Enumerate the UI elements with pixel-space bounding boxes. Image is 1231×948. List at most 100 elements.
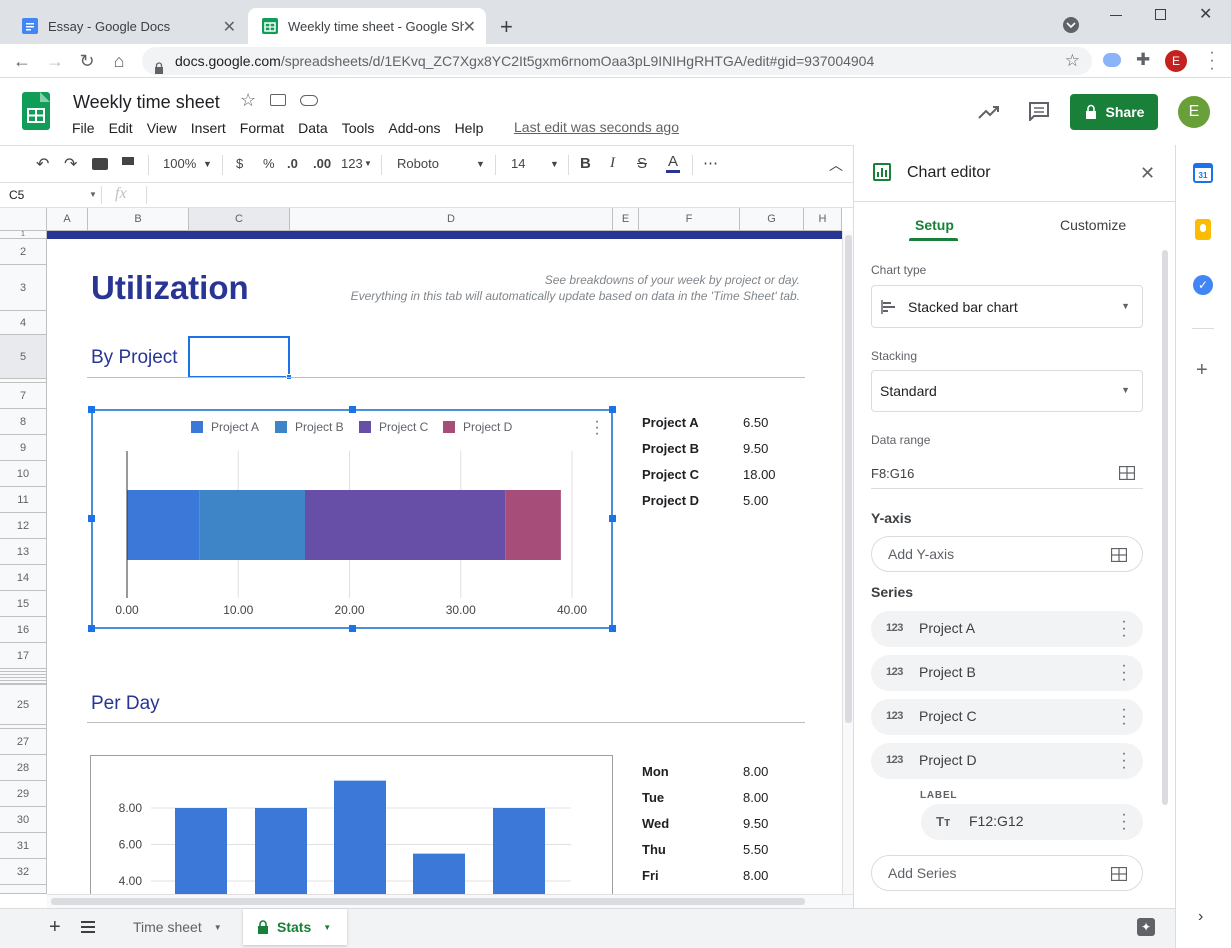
decrease-decimal-button[interactable]: .0 [287,156,298,171]
row-header[interactable]: 13 [0,539,47,565]
row-header[interactable]: 30 [0,807,47,833]
row-header[interactable]: 25 [0,685,47,725]
scroll-thumb[interactable] [51,898,805,905]
column-header-f[interactable]: F [639,208,740,231]
minimize-icon[interactable] [1110,15,1122,16]
new-tab-icon[interactable]: + [500,14,513,39]
tasks-icon[interactable]: ✓ [1193,275,1213,295]
url-input[interactable]: docs.google.com/spreadsheets/d/1EKvq_ZC7… [142,47,1092,75]
row-header[interactable]: 11 [0,487,47,513]
tab-customize[interactable]: Customize [1060,217,1127,233]
sheet-tab-time-sheet[interactable]: Time sheet ▼ [119,909,236,945]
document-title[interactable]: Weekly time sheet [73,92,220,112]
strikethrough-button[interactable]: S [637,155,648,172]
horizontal-scrollbar[interactable] [47,894,853,908]
label-range-item[interactable]: Tт F12:G12 · · · [921,804,1143,840]
resize-handle[interactable] [88,625,95,632]
row-header[interactable]: 8 [0,409,47,435]
row-header[interactable]: 7 [0,383,47,409]
editor-scrollbar[interactable] [1162,250,1168,805]
back-icon[interactable]: ← [13,51,31,71]
row-header[interactable]: 3 [0,265,47,311]
column-header-a[interactable]: A [47,208,88,231]
column-header-b[interactable]: B [88,208,189,231]
data-range-input[interactable]: F8:G16 [871,457,1143,489]
calendar-icon[interactable]: 31 [1193,163,1213,183]
window-close-icon[interactable]: ✕ [1199,6,1213,23]
resize-handle[interactable] [609,515,616,522]
paint-format-icon[interactable] [122,157,134,165]
series-item-project-a[interactable]: 123 Project A · · · [871,611,1143,647]
resize-handle[interactable] [88,406,95,413]
share-button[interactable]: Share [1070,94,1158,130]
row-header[interactable]: 9 [0,435,47,461]
add-series-field[interactable]: Add Series [871,855,1143,891]
chevron-down-icon[interactable]: ▼ [203,159,212,169]
chevron-down-icon[interactable]: ▼ [213,922,222,932]
chevron-down-icon[interactable]: ▼ [550,159,559,169]
resize-handle[interactable] [609,625,616,632]
forward-icon[interactable]: → [46,51,64,71]
all-sheets-icon[interactable] [81,921,95,933]
resize-handle[interactable] [349,406,356,413]
menu-data[interactable]: Data [298,120,328,136]
cloud-status-icon[interactable] [300,95,318,106]
profile-avatar[interactable]: E [1165,50,1187,72]
row-header[interactable]: 2 [0,239,47,265]
tab-search-icon[interactable] [1063,17,1079,33]
series-item-project-b[interactable]: 123 Project B · · · [871,655,1143,691]
grid-select-icon[interactable] [1111,548,1127,562]
star-icon[interactable]: ☆ [240,90,257,110]
resize-handle[interactable] [609,406,616,413]
font-size-select[interactable]: 14 [511,156,526,171]
chevron-down-icon[interactable]: ▼ [323,922,332,932]
more-vert-icon[interactable]: · · · [1121,657,1127,688]
move-folder-icon[interactable] [270,94,286,106]
more-vert-icon[interactable]: · · · [1121,613,1127,644]
currency-format-button[interactable]: $ [236,156,244,171]
chevron-down-icon[interactable]: ▼ [364,159,372,168]
star-icon[interactable]: ☆ [1064,51,1080,70]
row-header[interactable]: 12 [0,513,47,539]
collapse-toolbar-icon[interactable]: ︿ [829,157,843,173]
reload-icon[interactable]: ↻ [79,51,95,71]
chart-type-select[interactable]: Stacked bar chart ▼ [871,285,1143,328]
formula-input[interactable] [150,185,850,205]
row-header[interactable]: 32 [0,859,47,885]
explore-icon[interactable]: ✦ [1137,918,1155,936]
percent-format-button[interactable]: % [263,156,275,171]
puzzle-icon[interactable]: ✚ [1136,50,1151,69]
more-vert-icon[interactable]: · · · [1121,745,1127,776]
close-icon[interactable]: ✕ [222,19,236,36]
scroll-thumb[interactable] [845,235,852,723]
add-yaxis-field[interactable]: Add Y-axis [871,536,1143,572]
series-item-project-d[interactable]: 123 Project D · · · [871,743,1143,779]
resize-handle[interactable] [349,625,356,632]
more-vert-icon[interactable]: · · · [1121,806,1127,837]
print-icon[interactable] [92,158,108,170]
grid-select-icon[interactable] [1111,867,1127,881]
home-icon[interactable]: ⌂ [113,51,125,71]
row-header[interactable]: 29 [0,781,47,807]
keep-icon[interactable] [1195,219,1211,240]
maximize-icon[interactable] [1155,9,1166,20]
menu-file[interactable]: File [72,120,95,136]
browser-tab-sheets[interactable]: Weekly time sheet - Google Shee ✕ [248,8,486,44]
column-header-h[interactable]: H [804,208,842,231]
menu-format[interactable]: Format [239,120,285,136]
row-header[interactable]: 1 [0,231,47,239]
add-sheet-icon[interactable]: + [49,916,61,938]
resize-handle[interactable] [88,515,95,522]
column-header-g[interactable]: G [740,208,804,231]
row-header[interactable]: 27 [0,729,47,755]
column-header-d[interactable]: D [290,208,613,231]
stacked-bar-chart[interactable]: 0.00 10.00 20.00 30.00 40.00 Project A Project… [88,406,616,632]
cloud-extension-icon[interactable] [1103,53,1121,67]
row-header[interactable]: 31 [0,833,47,859]
menu-insert[interactable]: Insert [190,120,226,136]
chevron-down-icon[interactable]: ▼ [476,159,485,169]
menu-addons[interactable]: Add-ons [388,120,441,136]
column-header-e[interactable]: E [613,208,639,231]
chevron-down-icon[interactable]: ▼ [89,190,97,199]
row-header[interactable]: 28 [0,755,47,781]
